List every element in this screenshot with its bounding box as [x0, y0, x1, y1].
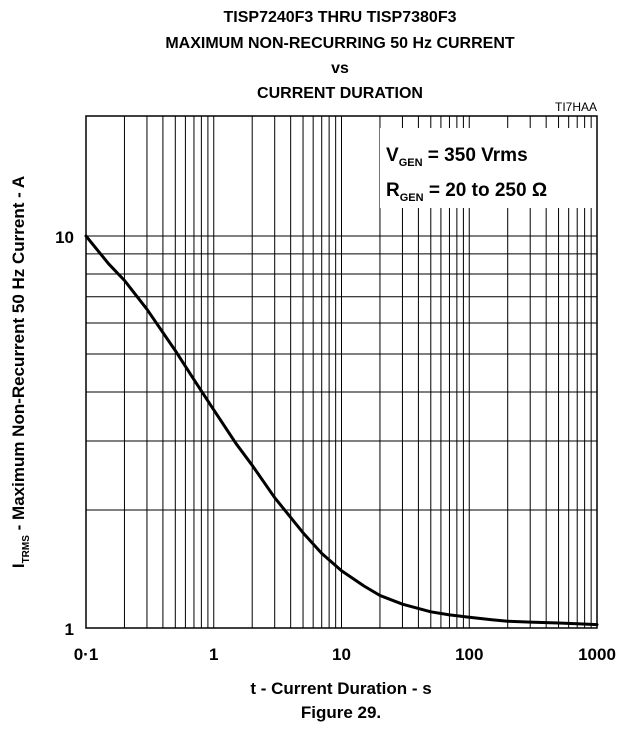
x-tick-label: 100 [455, 645, 483, 664]
annotation-vgen-subscript: GEN [399, 157, 423, 169]
y-axis-label-subscript: TRMS [21, 535, 32, 564]
annotation-rgen: RGEN = 20 to 250 Ω [386, 180, 547, 204]
reference-code: TI7HAA [555, 100, 597, 114]
x-tick-label: 10 [332, 645, 351, 664]
annotation-rgen-subscript: GEN [400, 192, 424, 204]
plot-frame [85, 115, 598, 629]
annotation-vgen-symbol: V [386, 145, 399, 166]
annotation-vgen-text: = 350 Vrms [423, 145, 528, 166]
title-line-4: CURRENT DURATION [257, 85, 423, 102]
annotation-box [380, 128, 596, 208]
annotation-rgen-text: = 20 to 250 Ω [424, 180, 548, 201]
title-line-2: MAXIMUM NON-RECURRING 50 Hz CURRENT [165, 35, 515, 52]
y-axis-label-symbol: I [9, 563, 28, 568]
y-tick-label: 1 [65, 620, 74, 639]
title-line-3: vs [331, 60, 349, 77]
annotation-rgen-symbol: R [386, 180, 400, 201]
y-axis-label-text: - Maximum Non-Recurrent 50 Hz Current - … [9, 176, 28, 535]
y-axis-label: ITRMS - Maximum Non-Recurrent 50 Hz Curr… [9, 176, 32, 568]
x-tick-label: 1000 [578, 645, 616, 664]
x-tick-labels: 0·1 1 10 100 1000 [74, 645, 616, 664]
figure-label: Figure 29. [301, 703, 381, 722]
title-line-1: TISP7240F3 THRU TISP7380F3 [224, 9, 457, 26]
chart-title: TISP7240F3 THRU TISP7380F3 MAXIMUM NON-R… [165, 9, 515, 102]
annotation-vgen: VGEN = 350 Vrms [386, 145, 528, 169]
y-tick-label: 10 [55, 228, 74, 247]
x-axis-label: t - Current Duration - s [250, 679, 431, 698]
x-tick-label: 1 [209, 645, 218, 664]
series-line [84, 234, 599, 627]
y-tick-labels: 1 10 [55, 228, 74, 639]
x-tick-label: 0·1 [74, 645, 99, 664]
